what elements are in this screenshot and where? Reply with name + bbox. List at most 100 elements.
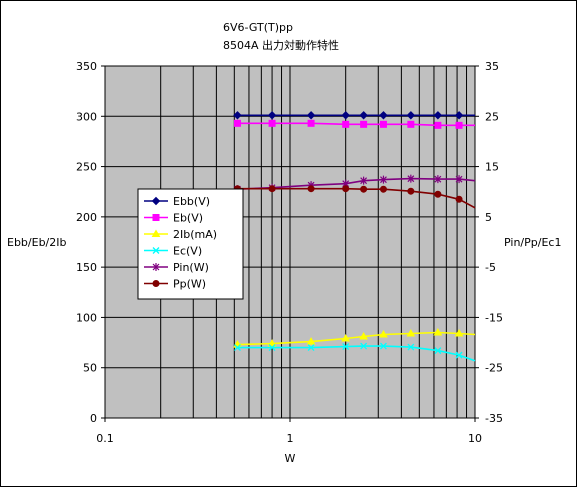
- data-point-pin-w: [455, 175, 463, 184]
- y-tick-label-right: -15: [485, 311, 503, 324]
- data-point-ec-v: [379, 342, 387, 350]
- series-line-eb-v: [237, 122, 475, 127]
- data-point-ebb-v: [379, 111, 388, 120]
- chart-subtitle: 8504A 出力対動作特性: [223, 38, 339, 52]
- legend-item-ec-v: Ec(V): [144, 245, 202, 258]
- data-point-2ib-ma: [433, 328, 443, 336]
- legend: Ebb(V) Eb(V) 2Ib(mA) Ec(V) Pin(W) Pp(W): [137, 188, 244, 300]
- y-tick-label-left: 300: [76, 110, 97, 123]
- y-tick-label-right: 5: [485, 211, 492, 224]
- x-tick-label: 0.1: [96, 432, 114, 445]
- y-tick-label-left: 0: [90, 412, 97, 425]
- data-point-ec-v: [455, 351, 463, 359]
- legend-label: Pin(W): [173, 261, 209, 274]
- data-point-pp-w: [268, 185, 276, 193]
- data-point-pp-w: [455, 195, 463, 203]
- x-tick-label: 10: [468, 432, 482, 445]
- x-tick-label: 1: [287, 432, 294, 445]
- data-point-eb-v: [379, 120, 387, 128]
- series-eb-v: [233, 119, 475, 129]
- axes: 0 50 100 150 200 250 300 350 -35 -25 -15 -5 5 15 25 35 0…: [76, 60, 503, 445]
- series-ebb-v: [233, 111, 475, 120]
- data-point-pp-w: [407, 187, 415, 195]
- data-point-ec-v: [307, 344, 315, 352]
- legend-marker: [152, 263, 160, 271]
- data-point-ec-v: [434, 347, 442, 355]
- legend-marker: [152, 247, 160, 254]
- data-point-ebb-v: [359, 111, 368, 120]
- series-line-2ib-ma: [237, 331, 476, 346]
- data-point-pin-w: [434, 175, 442, 184]
- legend-marker: [152, 280, 160, 287]
- data-point-2ib-ma: [379, 330, 388, 338]
- data-point-eb-v: [233, 119, 241, 127]
- data-point-eb-v: [455, 121, 463, 129]
- data-point-ebb-v: [306, 111, 316, 120]
- data-point-2ib-ma: [341, 334, 351, 342]
- legend-item-2ib-ma: 2Ib(mA): [144, 228, 217, 241]
- data-point-pp-w: [342, 185, 350, 193]
- data-point-eb-v: [360, 120, 368, 128]
- data-point-ec-v: [342, 343, 350, 351]
- y-tick-label-left: 100: [76, 311, 97, 324]
- y-tick-label-left: 200: [76, 211, 97, 224]
- data-point-eb-v: [342, 120, 350, 128]
- y-tick-label-left: 50: [83, 362, 97, 375]
- data-point-2ib-ma: [406, 329, 416, 337]
- data-point-ec-v: [234, 344, 241, 352]
- legend-label: Pp(W): [173, 278, 206, 291]
- y-tick-label-right: 25: [485, 110, 499, 123]
- series-layer: [233, 111, 476, 362]
- legend-item-eb-v: Eb(V): [144, 212, 203, 225]
- y-tick-label-right: -35: [485, 412, 503, 425]
- series-line-ec-v: [237, 345, 476, 362]
- data-point-ebb-v: [433, 111, 443, 120]
- legend-label: 2Ib(mA): [173, 228, 217, 241]
- data-point-pp-w: [360, 185, 368, 193]
- y-tick-label-right: 15: [485, 161, 499, 174]
- legend-marker: [151, 196, 161, 206]
- data-point-2ib-ma: [267, 339, 277, 347]
- data-point-pin-w: [380, 175, 387, 184]
- data-point-ec-v: [407, 343, 415, 351]
- series-line-pp-w: [237, 187, 476, 209]
- legend-marker: [151, 229, 161, 237]
- data-point-eb-v: [307, 119, 315, 127]
- series-line-pin-w: [237, 177, 476, 190]
- data-point-ebb-v: [267, 111, 277, 120]
- legend-marker: [152, 214, 160, 221]
- legend-item-pin-w: Pin(W): [144, 261, 209, 274]
- y-axis-label-right: Pin/Pp/Ec1: [504, 236, 561, 249]
- data-point-ebb-v: [454, 111, 464, 120]
- data-point-ebb-v: [406, 111, 416, 120]
- y-tick-label-right: 35: [485, 60, 499, 73]
- legend-item-pp-w: Pp(W): [144, 278, 206, 291]
- data-point-pp-w: [379, 185, 387, 193]
- chart-title: 6V6-GT(T)pp: [223, 21, 293, 34]
- data-point-pin-w: [407, 174, 415, 183]
- x-axis-label: W: [285, 452, 296, 465]
- y-tick-label-right: -5: [485, 261, 496, 274]
- legend-label: Ec(V): [173, 245, 202, 258]
- y-tick-label-left: 350: [76, 60, 97, 73]
- data-point-2ib-ma: [306, 337, 316, 345]
- data-point-pin-w: [360, 176, 368, 185]
- legend-label: Ebb(V): [173, 195, 210, 208]
- data-point-ebb-v: [233, 111, 242, 120]
- data-point-2ib-ma: [359, 332, 368, 340]
- data-point-pp-w: [434, 190, 442, 198]
- data-point-eb-v: [434, 121, 442, 129]
- series-pp-w: [233, 185, 476, 209]
- legend-label: Eb(V): [173, 212, 203, 225]
- data-point-eb-v: [268, 119, 276, 127]
- data-point-ec-v: [268, 344, 276, 352]
- data-point-2ib-ma: [454, 329, 464, 337]
- series-ec-v: [234, 342, 476, 362]
- data-point-ebb-v: [341, 111, 350, 120]
- y-tick-label-left: 150: [76, 261, 97, 274]
- legend-item-ebb-v: Ebb(V): [144, 195, 210, 208]
- data-point-eb-v: [407, 120, 415, 128]
- y-axis-label-left: Ebb/Eb/2Ib: [7, 236, 67, 249]
